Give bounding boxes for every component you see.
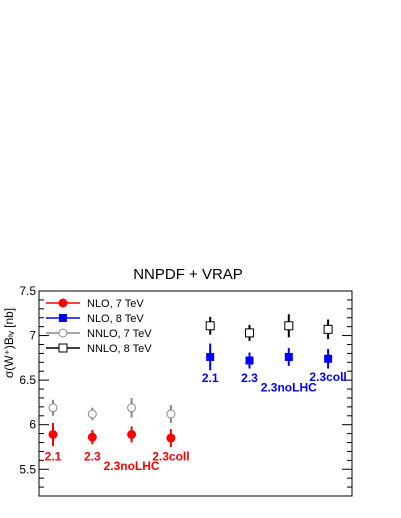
data-point (48, 430, 58, 439)
chart-title: NNPDF + VRAP (133, 266, 243, 283)
legend: NLO, 7 TeV NLO, 8 TeV NNLO, 7 TeV NNLO, 8 T… (46, 298, 152, 355)
point-label: 2.3 (241, 371, 258, 385)
data-point (58, 343, 68, 353)
data-point (166, 433, 176, 443)
legend-label: NNLO, 7 TeV (87, 328, 152, 340)
data-point (284, 321, 294, 331)
legend-label: NLO, 8 TeV (87, 313, 144, 325)
point-label: 2.1 (202, 371, 219, 385)
point-label: 2.3noLHC (261, 381, 317, 395)
point-label: 2.3noLHC (104, 459, 160, 473)
point-label: 2.3 (84, 449, 101, 463)
point-label: 2.3coll (152, 449, 189, 463)
y-tick-label: 7.5 (19, 284, 36, 298)
legend-label: NNLO, 8 TeV (87, 343, 152, 355)
data-point (58, 298, 68, 308)
data-point (284, 352, 293, 361)
data-point (323, 324, 333, 334)
point-label: 2.1 (45, 449, 62, 463)
data-point (127, 403, 137, 413)
y-tick-label: 5.5 (19, 462, 36, 476)
plot-frame (38, 290, 353, 497)
legend-label: NLO, 7 TeV (87, 298, 144, 310)
data-point (245, 356, 254, 365)
y-tick-label: 6 (29, 418, 36, 432)
data-point (324, 354, 333, 363)
y-tick-label: 7 (29, 329, 36, 343)
data-point (87, 432, 97, 442)
data-point (206, 352, 215, 361)
data-point (59, 314, 67, 322)
point-label: 2.3coll (309, 370, 346, 384)
data-point (58, 328, 68, 338)
y-axis: 5.5 6 6.5 7 7.5 (19, 284, 352, 497)
data-points (48, 314, 333, 447)
y-axis-title: σ(W⁺)Bₗᵥ [nb] (2, 308, 16, 378)
data-point (205, 321, 215, 331)
y-tick-label: 6.5 (19, 373, 36, 387)
data-point (127, 430, 137, 439)
data-point (48, 403, 58, 413)
data-point (166, 409, 176, 419)
data-point (87, 409, 97, 419)
data-point (245, 328, 254, 338)
